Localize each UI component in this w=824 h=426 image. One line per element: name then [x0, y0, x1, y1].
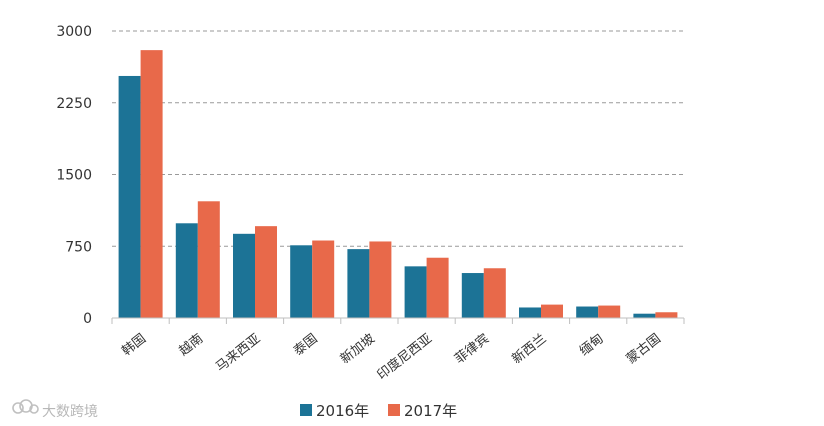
cloud-logo-icon: [12, 399, 39, 414]
watermark-text: 大数跨境: [42, 404, 98, 420]
x-category-label: 菲律宾: [452, 331, 493, 368]
bar-series-2: [255, 226, 277, 318]
bar-series-2: [426, 257, 449, 318]
x-category-label: 新加坡: [337, 331, 378, 368]
bar-series-1: [290, 245, 313, 318]
x-category-label: 新西兰: [509, 331, 550, 368]
x-category-label: 蒙古国: [624, 331, 664, 367]
legend-label: 2016年: [316, 402, 369, 420]
bar-series-2: [598, 305, 621, 318]
legend: 2016年 2017年: [300, 402, 457, 420]
gridlines: [112, 30, 684, 247]
x-category-label: 缅甸: [577, 331, 607, 359]
bar-series-1: [461, 273, 484, 318]
bar-series-1: [576, 306, 599, 318]
bar-series-1: [633, 313, 656, 318]
x-axis: [111, 317, 685, 324]
x-category-label: 泰国: [291, 331, 321, 359]
y-axis-tick-labels: 0 750 1500 2250 3000: [56, 24, 92, 327]
bar-series-1: [175, 223, 198, 318]
y-tick-label: 750: [65, 239, 92, 255]
bars: [118, 50, 678, 319]
y-tick-label: 2250: [56, 96, 92, 112]
bar-series-1: [404, 266, 427, 318]
legend-label: 2017年: [404, 402, 457, 420]
y-tick-label: 1500: [56, 168, 92, 184]
bar-series-2: [140, 50, 163, 319]
bar-series-1: [519, 307, 541, 318]
y-tick-label: 3000: [56, 24, 92, 40]
bar-series-1: [118, 75, 141, 318]
bar-series-2: [312, 240, 335, 318]
x-category-label: 越南: [176, 331, 206, 360]
bar-series-2: [655, 312, 678, 318]
bar-series-1: [347, 249, 370, 318]
legend-swatch: [388, 404, 400, 416]
watermark: 大数跨境: [12, 399, 98, 420]
x-category-label: 印度尼西亚: [374, 331, 435, 384]
bar-series-2: [541, 304, 563, 318]
legend-swatch: [300, 404, 312, 416]
x-category-label: 马来西亚: [213, 331, 263, 375]
bar-series-1: [233, 233, 255, 318]
bar-series-2: [197, 201, 220, 318]
bar-series-2: [483, 268, 506, 318]
y-tick-label: 0: [83, 311, 92, 327]
bar-series-2: [369, 241, 392, 318]
x-category-label: 韩国: [119, 331, 149, 359]
